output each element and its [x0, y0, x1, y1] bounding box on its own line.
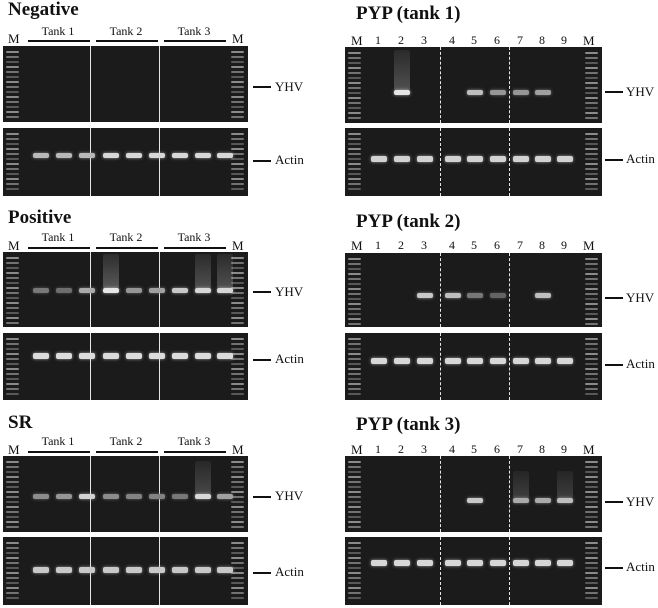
band-marker-line [253, 572, 271, 574]
tank-label: Tank 1 [41, 230, 75, 244]
band-marker-line [605, 364, 623, 366]
marker-label-actin: Actin [275, 152, 304, 167]
gel-image-positive-actin [3, 333, 248, 400]
band-marker-line [605, 567, 623, 569]
marker-label-yhv: YHV [275, 284, 304, 299]
band-marker-line [605, 91, 623, 93]
band-marker-line [253, 359, 271, 361]
band-marker-line [253, 496, 271, 498]
ladder-label: M [232, 238, 244, 253]
ladder-label: M [232, 31, 244, 46]
marker-label-yhv: YHV [275, 79, 304, 94]
tank-label: Tank 1 [41, 24, 75, 38]
gel-image-negative-yhv [3, 46, 248, 122]
panel-title-pyp-tank-1: PYP (tank 1) [356, 3, 461, 24]
gel-image-pyp-tank-1-yhv [345, 47, 602, 123]
tank-label: Tank 2 [109, 434, 143, 448]
lane-number: 3 [421, 33, 427, 47]
band-marker-line [605, 297, 623, 299]
panel-title-sr: SR [8, 412, 33, 433]
marker-label-actin: Actin [275, 351, 304, 366]
lane-number: 2 [398, 442, 404, 456]
ladder-label: M [351, 238, 363, 253]
gel-image-pyp-tank-2-yhv [345, 253, 602, 327]
lane-number: 7 [517, 33, 523, 47]
lane-number: 9 [561, 33, 567, 47]
band-marker-line [253, 291, 271, 293]
panel-title-pyp-tank-2: PYP (tank 2) [356, 211, 461, 232]
tank-underline [96, 40, 158, 42]
tank-underline [96, 247, 158, 249]
tank-label: Tank 3 [177, 230, 211, 244]
lane-number: 7 [517, 238, 523, 252]
lane-number: 7 [517, 442, 523, 456]
tank-label: Tank 2 [109, 230, 143, 244]
ladder-label: M [351, 33, 363, 48]
gel-image-negative-actin [3, 128, 248, 196]
lane-number: 6 [494, 442, 500, 456]
marker-label-actin: Actin [626, 559, 655, 574]
tank-label: Tank 1 [41, 434, 75, 448]
band-marker-line [253, 160, 271, 162]
lane-number: 9 [561, 442, 567, 456]
tank-underline [28, 451, 90, 453]
ladder-label: M [583, 238, 595, 253]
lane-number: 9 [561, 238, 567, 252]
lane-number: 1 [375, 442, 381, 456]
ladder-label: M [351, 442, 363, 457]
lane-number: 4 [449, 442, 455, 456]
lane-number: 8 [539, 33, 545, 47]
panel-title-positive: Positive [8, 207, 72, 228]
lane-number: 1 [375, 238, 381, 252]
marker-label-actin: Actin [626, 151, 655, 166]
ladder-label: M [8, 442, 20, 457]
tank-underline [28, 247, 90, 249]
tank-label: Tank 3 [177, 24, 211, 38]
lane-number: 4 [449, 238, 455, 252]
gel-image-pyp-tank-2-actin [345, 333, 602, 400]
gel-image-pyp-tank-1-actin [345, 128, 602, 196]
gel-image-sr-yhv [3, 456, 248, 532]
marker-label-yhv: YHV [626, 494, 655, 509]
ladder-label: M [8, 238, 20, 253]
lane-number: 5 [471, 442, 477, 456]
lane-number: 1 [375, 33, 381, 47]
band-marker-line [253, 86, 271, 88]
gel-image-positive-yhv [3, 252, 248, 327]
tank-underline [164, 40, 226, 42]
lane-number: 6 [494, 33, 500, 47]
lane-number: 6 [494, 238, 500, 252]
marker-label-actin: Actin [275, 564, 304, 579]
lane-number: 3 [421, 442, 427, 456]
tank-underline [164, 451, 226, 453]
lane-number: 5 [471, 238, 477, 252]
lane-number: 3 [421, 238, 427, 252]
lane-number: 4 [449, 33, 455, 47]
tank-label: Tank 2 [109, 24, 143, 38]
lane-number: 5 [471, 33, 477, 47]
lane-number: 8 [539, 442, 545, 456]
marker-label-yhv: YHV [626, 290, 655, 305]
tank-underline [164, 247, 226, 249]
panel-title-negative: Negative [8, 0, 79, 20]
marker-label-actin: Actin [626, 356, 655, 371]
lane-number: 8 [539, 238, 545, 252]
ladder-label: M [583, 33, 595, 48]
marker-label-yhv: YHV [275, 488, 304, 503]
ladder-label: M [8, 31, 20, 46]
band-marker-line [605, 159, 623, 161]
ladder-label: M [232, 442, 244, 457]
ladder-label: M [583, 442, 595, 457]
lane-number: 2 [398, 33, 404, 47]
gel-image-pyp-tank-3-actin [345, 537, 602, 605]
lane-number: 2 [398, 238, 404, 252]
tank-label: Tank 3 [177, 434, 211, 448]
gel-image-pyp-tank-3-yhv [345, 456, 602, 532]
tank-underline [28, 40, 90, 42]
band-marker-line [605, 501, 623, 503]
marker-label-yhv: YHV [626, 84, 655, 99]
panel-title-pyp-tank-3: PYP (tank 3) [356, 414, 461, 435]
tank-underline [96, 451, 158, 453]
gel-image-sr-actin [3, 537, 248, 605]
